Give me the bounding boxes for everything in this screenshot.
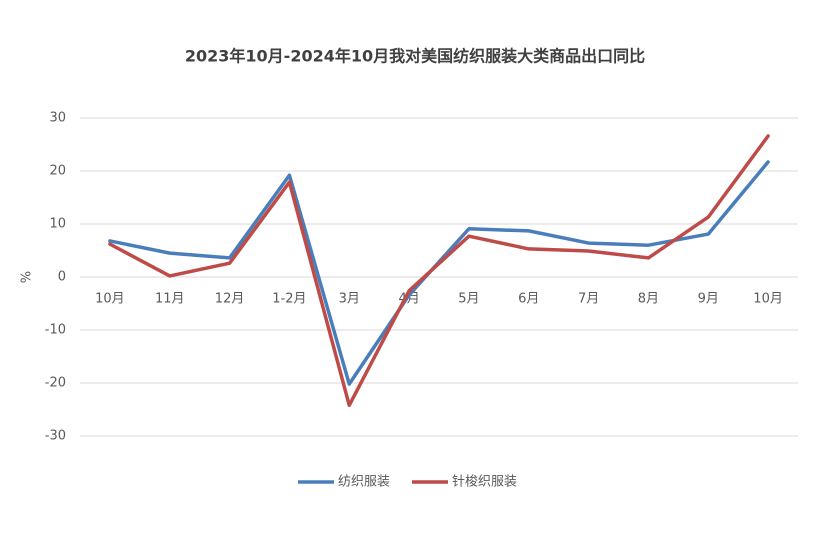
- y-tick-label: 10: [49, 217, 66, 232]
- y-axis-label: %: [20, 271, 35, 283]
- y-tick-label: -20: [45, 376, 66, 391]
- y-tick-label: 20: [49, 164, 66, 179]
- y-tick-label: -30: [45, 429, 66, 444]
- x-tick-label: 7月: [578, 292, 599, 307]
- legend-label: 针梭织服装: [452, 474, 517, 490]
- x-tick-label: 10月: [753, 292, 783, 307]
- x-tick-label: 12月: [215, 292, 245, 307]
- x-tick-label: 10月: [95, 292, 125, 307]
- y-tick-label: 30: [49, 111, 66, 126]
- x-tick-label: 1-2月: [272, 292, 306, 307]
- y-tick-label: -10: [45, 323, 66, 338]
- x-tick-label: 8月: [638, 292, 659, 307]
- data-line: [108, 160, 770, 386]
- chart-title: 2023年10月-2024年10月我对美国纺织服装大类商品出口同比: [185, 47, 645, 66]
- x-tick-label: 6月: [518, 292, 539, 307]
- x-tick-label: 3月: [339, 292, 360, 307]
- x-tick-label: 5月: [458, 292, 479, 307]
- legend-label: 纺织服装: [338, 475, 390, 490]
- y-tick-label: 0: [58, 270, 66, 285]
- data-line: [108, 134, 770, 408]
- x-tick-label: 11月: [155, 292, 185, 307]
- x-tick-label: 9月: [698, 292, 719, 307]
